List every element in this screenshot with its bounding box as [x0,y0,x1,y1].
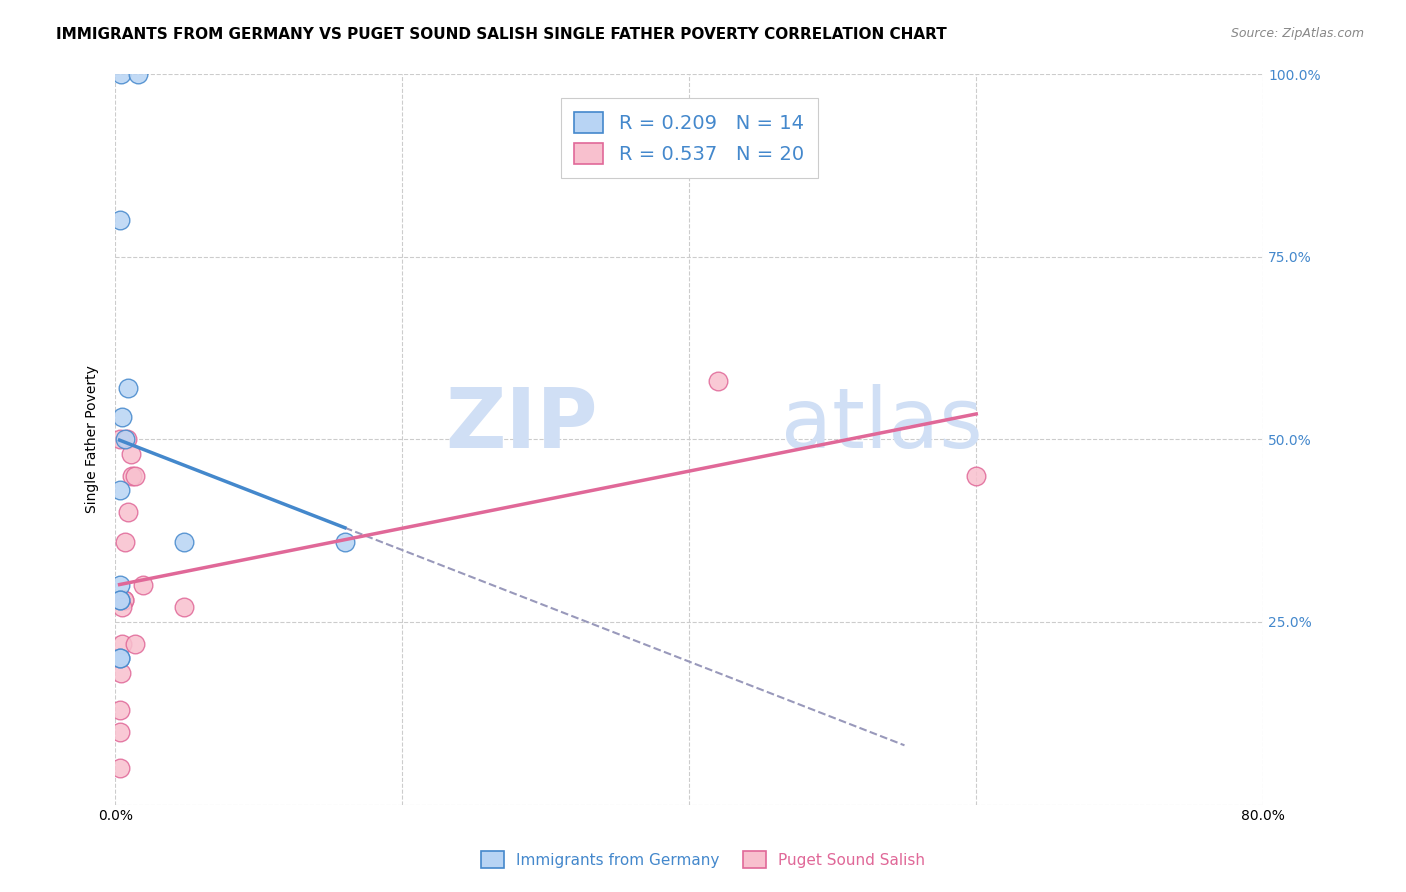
Text: IMMIGRANTS FROM GERMANY VS PUGET SOUND SALISH SINGLE FATHER POVERTY CORRELATION : IMMIGRANTS FROM GERMANY VS PUGET SOUND S… [56,27,948,42]
Legend: R = 0.209   N = 14, R = 0.537   N = 20: R = 0.209 N = 14, R = 0.537 N = 20 [561,98,818,178]
Y-axis label: Single Father Poverty: Single Father Poverty [86,366,100,513]
Point [115,433,138,447]
Point [108,483,131,498]
Point [127,67,149,81]
Point [108,593,131,607]
Point [111,600,134,615]
Point [173,600,195,615]
Point [108,651,131,665]
Point [124,468,146,483]
Text: ZIP: ZIP [444,384,598,466]
Point [112,593,135,607]
Point [114,534,136,549]
Text: Source: ZipAtlas.com: Source: ZipAtlas.com [1230,27,1364,40]
Point [117,505,139,519]
Point [114,433,136,447]
Point [121,468,143,483]
Point [110,666,132,681]
Point [111,637,134,651]
Legend: Immigrants from Germany, Puget Sound Salish: Immigrants from Germany, Puget Sound Sal… [474,844,932,875]
Text: atlas: atlas [782,384,983,466]
Point [108,213,131,227]
Point [108,703,131,717]
Point [117,381,139,395]
Point [707,374,730,388]
Point [108,593,131,607]
Point [173,534,195,549]
Point [108,724,131,739]
Point [120,447,142,461]
Point [333,534,356,549]
Point [131,578,153,592]
Point [108,578,131,592]
Point [124,637,146,651]
Point [108,761,131,775]
Point [965,468,987,483]
Point [110,67,132,81]
Point [108,651,131,665]
Point [108,433,131,447]
Point [111,410,134,425]
Point [112,593,135,607]
